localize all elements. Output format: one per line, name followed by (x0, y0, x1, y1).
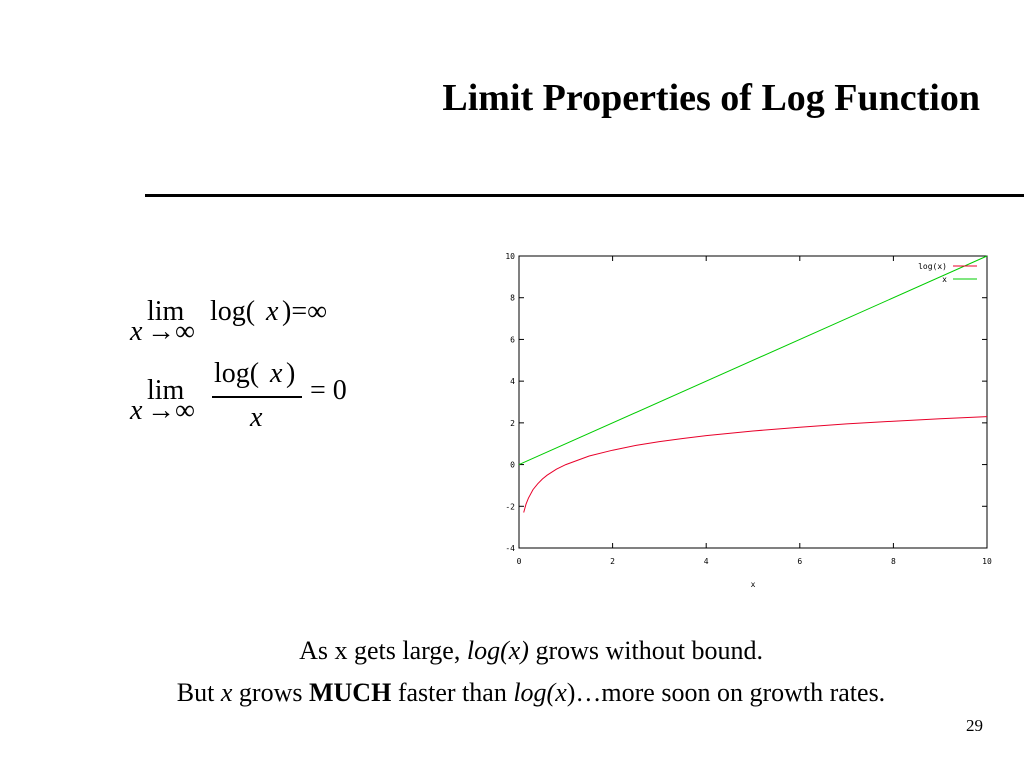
caption2-part-c: grows (232, 678, 309, 707)
formula2-num-close: ) (286, 358, 296, 389)
x-tick-label: 8 (891, 557, 896, 566)
caption1-part-a: As x gets large, (299, 636, 467, 665)
title-divider (145, 194, 1024, 197)
x-tick-label: 0 (517, 557, 522, 566)
y-tick-label: -4 (505, 544, 515, 553)
x-tick-label: 10 (982, 557, 992, 566)
x-tick-label: 6 (797, 557, 802, 566)
y-axis-ticks: -4 -2 0 2 4 6 8 10 (505, 252, 987, 553)
caption-line-2: But x grows MUCH faster than log(x)…more… (0, 678, 1024, 708)
formula2-num-log: log( (214, 358, 260, 389)
caption-line-1: As x gets large, log(x) grows without bo… (0, 636, 1024, 666)
legend-label: log(x) (918, 262, 947, 271)
y-tick-label: 6 (510, 335, 515, 344)
formula1-log: log( (210, 296, 256, 327)
y-tick-label: 8 (510, 294, 515, 303)
x-tick-label: 2 (610, 557, 615, 566)
formula2-denominator: x (250, 402, 263, 433)
series-line-0 (523, 416, 988, 513)
formula2-sub-to: →∞ (147, 395, 195, 426)
y-tick-label: -2 (505, 502, 515, 511)
formula1-rhs: )=∞ (282, 296, 328, 327)
series-line-1 (518, 255, 988, 466)
page-number: 29 (966, 716, 983, 735)
formula2-sub-x: x (130, 395, 143, 426)
log-vs-x-chart: -4 -2 0 2 4 6 8 10 0 2 4 6 8 10 log(x) x x (505, 252, 992, 589)
x-axis-label: x (751, 580, 756, 589)
formula1-x: x (266, 296, 279, 327)
x-axis-ticks: 0 2 4 6 8 10 (517, 256, 992, 566)
formula1-sub-x: x (130, 316, 143, 347)
series-lines (518, 255, 988, 513)
formula2-num-x: x (270, 358, 283, 389)
legend-label: x (942, 275, 947, 284)
caption1-log-x: log(x) (466, 636, 529, 665)
chart-legend: log(x) x (918, 262, 977, 284)
x-tick-label: 4 (704, 557, 709, 566)
caption2-part-a: But (176, 678, 221, 707)
formula2-lim: lim (147, 375, 185, 406)
caption2-much: MUCH (308, 678, 392, 707)
y-tick-label: 10 (505, 252, 515, 261)
fraction-bar (212, 396, 302, 398)
y-tick-label: 0 (510, 461, 515, 470)
y-tick-label: 4 (510, 377, 515, 386)
formula1-lim: lim (147, 296, 185, 327)
slide-title: Limit Properties of Log Function (442, 77, 980, 119)
caption1-part-c: grows without bound. (528, 636, 763, 665)
formula1-sub-to: →∞ (147, 316, 195, 347)
plot-frame (518, 255, 988, 549)
caption2-x: x (220, 678, 233, 707)
caption2-part-g: )…more soon on growth rates. (566, 678, 886, 707)
y-tick-label: 2 (510, 419, 515, 428)
caption2-log-x: log(x (513, 678, 567, 707)
formula2-rhs: = 0 (310, 375, 347, 406)
caption2-part-e: faster than (391, 678, 514, 707)
